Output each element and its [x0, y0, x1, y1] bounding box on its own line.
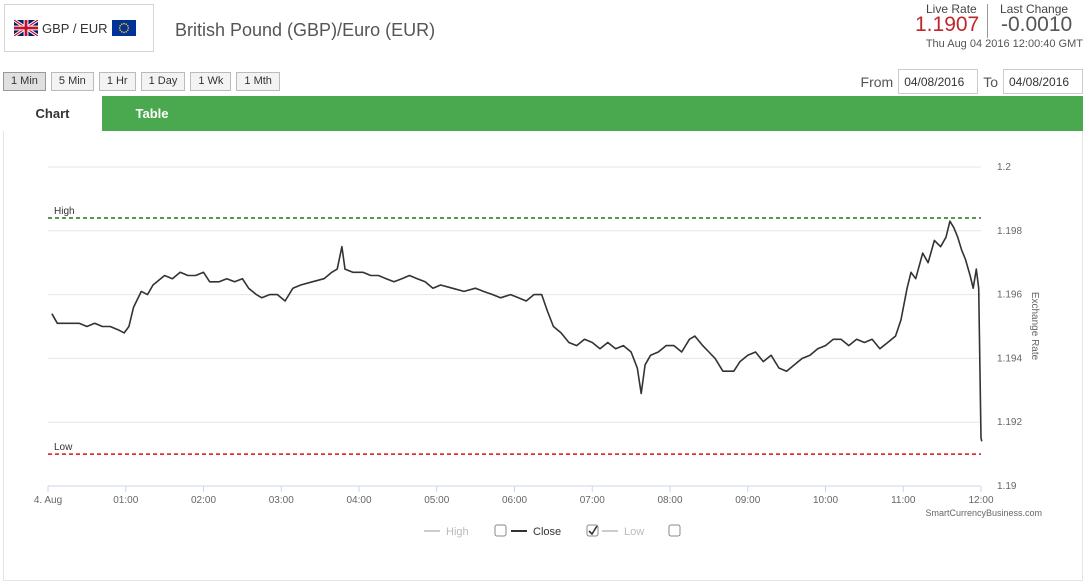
legend-item-low[interactable]: Low: [602, 526, 644, 538]
uk-flag-icon: [14, 20, 38, 36]
y-tick-label: 1.19: [997, 481, 1017, 492]
high-label: High: [54, 206, 75, 217]
x-tick-label: 03:00: [269, 495, 294, 506]
legend-label: Low: [624, 526, 644, 538]
rate-divider: [987, 4, 988, 38]
legend-label: High: [446, 526, 469, 538]
exchange-rate-chart: High Low 1.19 1.192 1.194 1.196 1.198 1.2 4. Au…: [34, 162, 1042, 538]
tab-table[interactable]: Table: [135, 106, 169, 121]
period-1day-button[interactable]: 1 Day: [140, 72, 186, 91]
legend-item-close[interactable]: Close: [511, 526, 561, 538]
chart-panel: High Low 1.19 1.192 1.194 1.196 1.198 1.2 4. Au…: [3, 131, 1083, 581]
close-series-line: [51, 220, 983, 442]
period-1mth-button[interactable]: 1 Mth: [236, 72, 280, 91]
x-tick-label: 09:00: [735, 495, 760, 506]
legend-label: Close: [533, 526, 561, 538]
y-tick-label: 1.196: [997, 290, 1022, 301]
view-tabs: Chart Table: [3, 96, 1083, 131]
to-label: To: [983, 73, 998, 90]
x-tick-label: 05:00: [424, 495, 449, 506]
period-1hr-button[interactable]: 1 Hr: [98, 72, 136, 91]
tab-chart[interactable]: Chart: [3, 96, 102, 131]
x-tick-label: 10:00: [813, 495, 838, 506]
x-tick-label: 4. Aug: [34, 495, 62, 506]
axis-layer: 1.19 1.192 1.194 1.196 1.198 1.2 4. Aug 01:00 02…: [34, 162, 1023, 506]
last-change-value: -0.0010: [1001, 13, 1073, 36]
rate-timestamp: Thu Aug 04 2016 12:00:40 GMT: [925, 38, 1083, 50]
x-tick-label: 02:00: [191, 495, 216, 506]
y-tick-label: 1.198: [997, 226, 1022, 237]
live-rate-value: 1.1907: [915, 13, 980, 36]
to-date-input[interactable]: [1003, 69, 1083, 94]
x-tick-label: 06:00: [502, 495, 527, 506]
reference-lines: High Low: [48, 206, 981, 455]
x-tick-label: 04:00: [346, 495, 371, 506]
checkbox-box[interactable]: [668, 524, 681, 537]
x-tick-label: 01:00: [113, 495, 138, 506]
legend-checkbox-close[interactable]: [586, 524, 599, 537]
grid-layer: [48, 166, 981, 487]
pair-label: GBP / EUR: [42, 20, 108, 36]
date-range: From To: [861, 69, 1083, 94]
x-tick-label: 12:00: [968, 495, 993, 506]
currency-pair-selector[interactable]: GBP / EUR: [4, 4, 154, 52]
legend-checkbox-low[interactable]: [668, 524, 681, 537]
checkmark-icon: [588, 525, 598, 536]
x-tick-label: 07:00: [580, 495, 605, 506]
period-1min-button[interactable]: 1 Min: [3, 72, 46, 91]
last-change-label: Last Change: [1000, 2, 1069, 16]
eu-flag-icon: [111, 20, 136, 36]
from-date-input[interactable]: [898, 69, 979, 94]
series-layer: [51, 220, 983, 442]
period-5min-button[interactable]: 5 Min: [50, 72, 94, 91]
page-title: British Pound (GBP)/Euro (EUR): [175, 20, 436, 40]
y-axis-title: Exchange Rate: [1029, 292, 1040, 361]
low-label: Low: [54, 442, 73, 453]
x-tick-label: 11:00: [891, 495, 916, 506]
chart-legend: High Close Low: [424, 524, 681, 538]
x-tick-label: 08:00: [657, 495, 682, 506]
period-1wk-button[interactable]: 1 Wk: [190, 72, 232, 91]
from-label: From: [860, 73, 894, 90]
rate-panel: Live Rate 1.1907 Last Change -0.0010 Thu…: [908, 2, 1083, 54]
legend-checkbox-high[interactable]: [494, 524, 507, 537]
y-tick-label: 1.194: [997, 353, 1022, 364]
y-tick-label: 1.2: [997, 162, 1011, 173]
period-selector: 1 Min 5 Min 1 Hr 1 Day 1 Wk 1 Mth: [3, 72, 280, 91]
live-rate-label: Live Rate: [926, 2, 977, 16]
checkbox-box[interactable]: [494, 524, 507, 537]
y-tick-label: 1.192: [997, 417, 1022, 428]
chart-credit[interactable]: SmartCurrencyBusiness.com: [925, 508, 1042, 518]
legend-item-high[interactable]: High: [424, 526, 469, 538]
